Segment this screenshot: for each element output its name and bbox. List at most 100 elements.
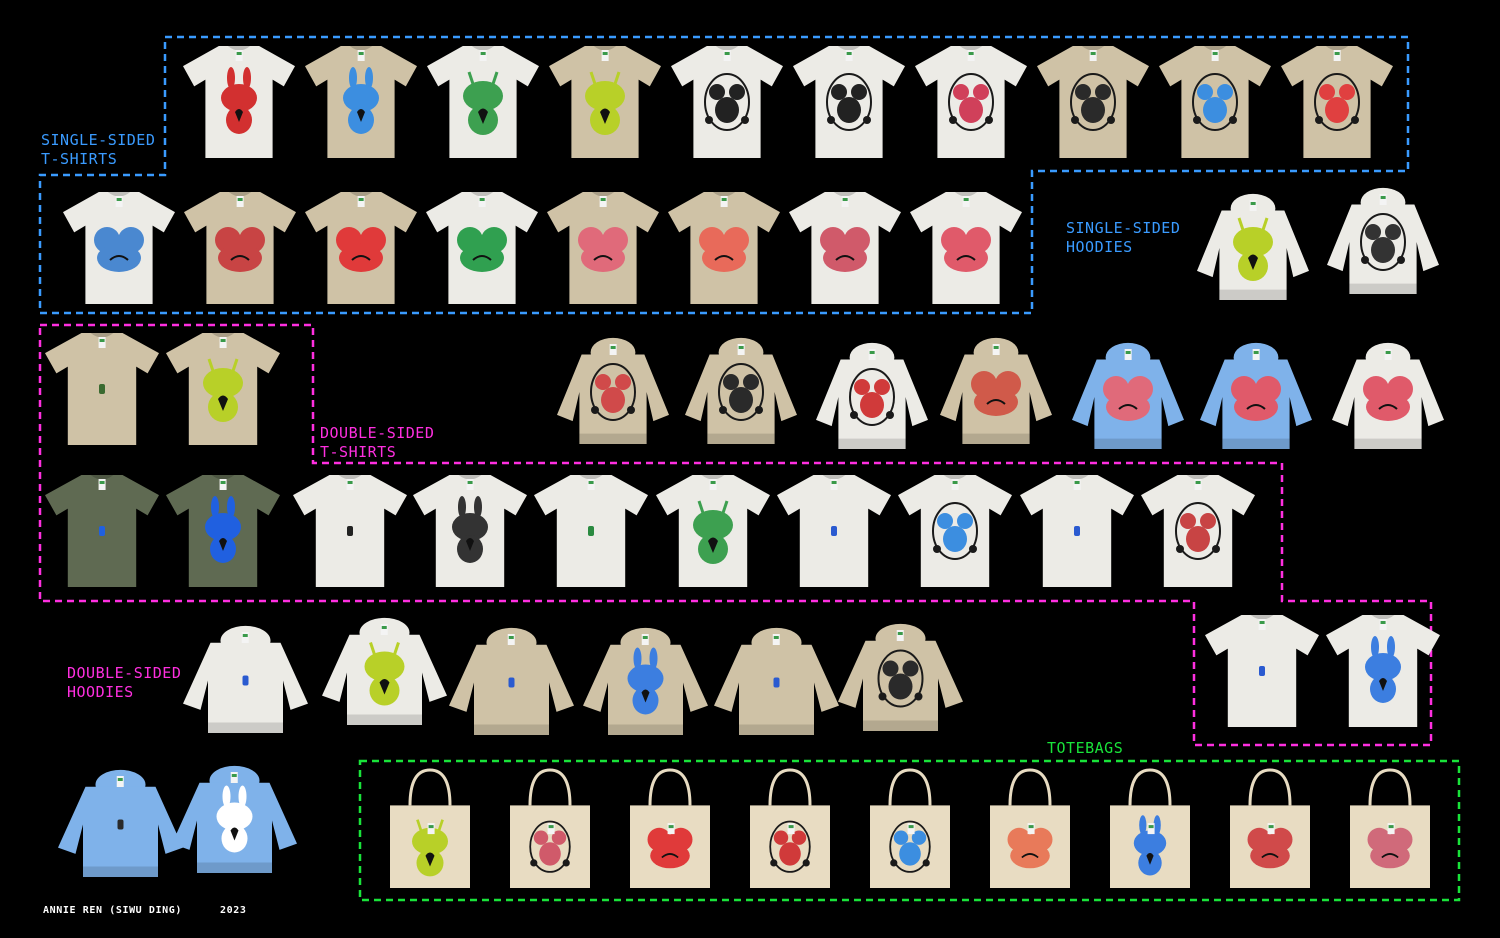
totebag-item[interactable]	[870, 768, 950, 888]
price-tag-icon	[1089, 50, 1097, 61]
single-hoodie-item[interactable]	[1332, 342, 1444, 449]
double-tshirt-item[interactable]	[1020, 475, 1134, 587]
alien-print-icon	[585, 71, 625, 135]
small-logo-icon	[831, 526, 837, 536]
tote-handle	[1248, 768, 1292, 806]
small-logo-icon	[1259, 666, 1265, 676]
double-hoodie-item[interactable]	[322, 617, 447, 725]
single-hoodie-item[interactable]	[1197, 193, 1309, 300]
face-print-icon	[1363, 376, 1413, 421]
face-print-icon	[578, 227, 628, 272]
price-tag-icon	[547, 823, 555, 835]
totebag-item[interactable]	[390, 768, 470, 888]
single-sided-hoodies-label: SINGLE-SIDED HOODIES	[1066, 219, 1181, 256]
small-logo-icon	[99, 384, 105, 394]
double-hoodie-item[interactable]	[183, 625, 308, 733]
single-tshirt-item[interactable]	[184, 192, 296, 304]
double-hoodie-item[interactable]	[172, 765, 297, 873]
double-hoodie-item[interactable]	[58, 769, 183, 877]
face-print-icon	[699, 227, 749, 272]
symmetric-print-icon	[704, 73, 750, 131]
double-tshirt-item[interactable]	[413, 475, 527, 587]
price-tag-icon	[357, 50, 365, 61]
totebag-item[interactable]	[1230, 768, 1310, 888]
price-tag-icon	[772, 634, 780, 645]
bunny-print-icon	[216, 785, 253, 853]
single-hoodie-item[interactable]	[940, 337, 1052, 444]
double-hoodie-item[interactable]	[838, 623, 963, 731]
totebag-item[interactable]	[990, 768, 1070, 888]
double-tshirt-item[interactable]	[1205, 615, 1319, 727]
price-tag-icon	[1252, 349, 1260, 360]
totebag-item[interactable]	[510, 768, 590, 888]
face-print-icon	[457, 227, 507, 272]
symmetric-print-icon	[529, 820, 571, 873]
double-tshirt-item[interactable]	[898, 475, 1012, 587]
single-tshirt-item[interactable]	[1281, 46, 1393, 158]
double-tshirt-item[interactable]	[656, 475, 770, 587]
single-tshirt-item[interactable]	[547, 192, 659, 304]
price-tag-icon	[962, 196, 970, 207]
single-tshirt-item[interactable]	[793, 46, 905, 158]
double-hoodie-item[interactable]	[449, 627, 574, 735]
price-tag-icon	[709, 479, 717, 490]
single-hoodie-item[interactable]	[1200, 342, 1312, 449]
price-tag-icon	[845, 50, 853, 61]
totebag-item[interactable]	[1350, 768, 1430, 888]
single-tshirt-item[interactable]	[305, 46, 417, 158]
totebag-item[interactable]	[1110, 768, 1190, 888]
small-logo-icon	[588, 526, 594, 536]
face-print-icon	[94, 227, 144, 272]
single-hoodie-item[interactable]	[1327, 187, 1439, 294]
single-tshirt-item[interactable]	[910, 192, 1022, 304]
single-tshirt-item[interactable]	[668, 192, 780, 304]
double-tshirt-item[interactable]	[1326, 615, 1440, 727]
single-tshirt-item[interactable]	[1037, 46, 1149, 158]
price-tag-icon	[1027, 823, 1035, 835]
single-tshirt-item[interactable]	[789, 192, 901, 304]
single-tshirt-item[interactable]	[305, 192, 417, 304]
single-tshirt-item[interactable]	[183, 46, 295, 158]
single-hoodie-item[interactable]	[685, 337, 797, 444]
single-tshirt-item[interactable]	[63, 192, 175, 304]
tote-handle	[1008, 768, 1052, 806]
single-sided-outline	[38, 35, 1410, 315]
single-tshirt-item[interactable]	[549, 46, 661, 158]
totebag-item[interactable]	[630, 768, 710, 888]
single-hoodie-item[interactable]	[816, 342, 928, 449]
double-tshirt-item[interactable]	[777, 475, 891, 587]
face-print-icon	[820, 227, 870, 272]
alien-print-icon	[203, 358, 243, 422]
small-logo-icon	[242, 675, 249, 686]
single-tshirt-item[interactable]	[671, 46, 783, 158]
double-hoodie-item[interactable]	[714, 627, 839, 735]
price-tag-icon	[235, 50, 243, 61]
double-tshirt-item[interactable]	[534, 475, 648, 587]
totebag-item[interactable]	[750, 768, 830, 888]
single-tshirt-item[interactable]	[1159, 46, 1271, 158]
price-tag-icon	[1258, 619, 1266, 630]
alien-print-icon	[463, 71, 503, 135]
double-tshirt-item[interactable]	[1141, 475, 1255, 587]
price-tag-icon	[380, 624, 388, 635]
single-hoodie-item[interactable]	[1072, 342, 1184, 449]
double-tshirt-item[interactable]	[293, 475, 407, 587]
alien-print-icon	[412, 819, 448, 877]
hoodie-shape	[714, 644, 839, 735]
symmetric-print-icon	[849, 368, 895, 426]
small-logo-icon	[1074, 526, 1080, 536]
totebags-outline	[358, 759, 1461, 902]
double-tshirt-item[interactable]	[166, 333, 280, 445]
double-tshirt-item[interactable]	[45, 475, 159, 587]
single-hoodie-item[interactable]	[557, 337, 669, 444]
double-hoodie-item[interactable]	[583, 627, 708, 735]
bunny-print-icon	[627, 647, 664, 715]
single-tshirt-item[interactable]	[426, 192, 538, 304]
alien-print-icon	[1233, 217, 1273, 281]
double-tshirt-item[interactable]	[166, 475, 280, 587]
single-tshirt-item[interactable]	[915, 46, 1027, 158]
price-tag-icon	[346, 479, 354, 490]
single-tshirt-item[interactable]	[427, 46, 539, 158]
double-tshirt-item[interactable]	[45, 333, 159, 445]
